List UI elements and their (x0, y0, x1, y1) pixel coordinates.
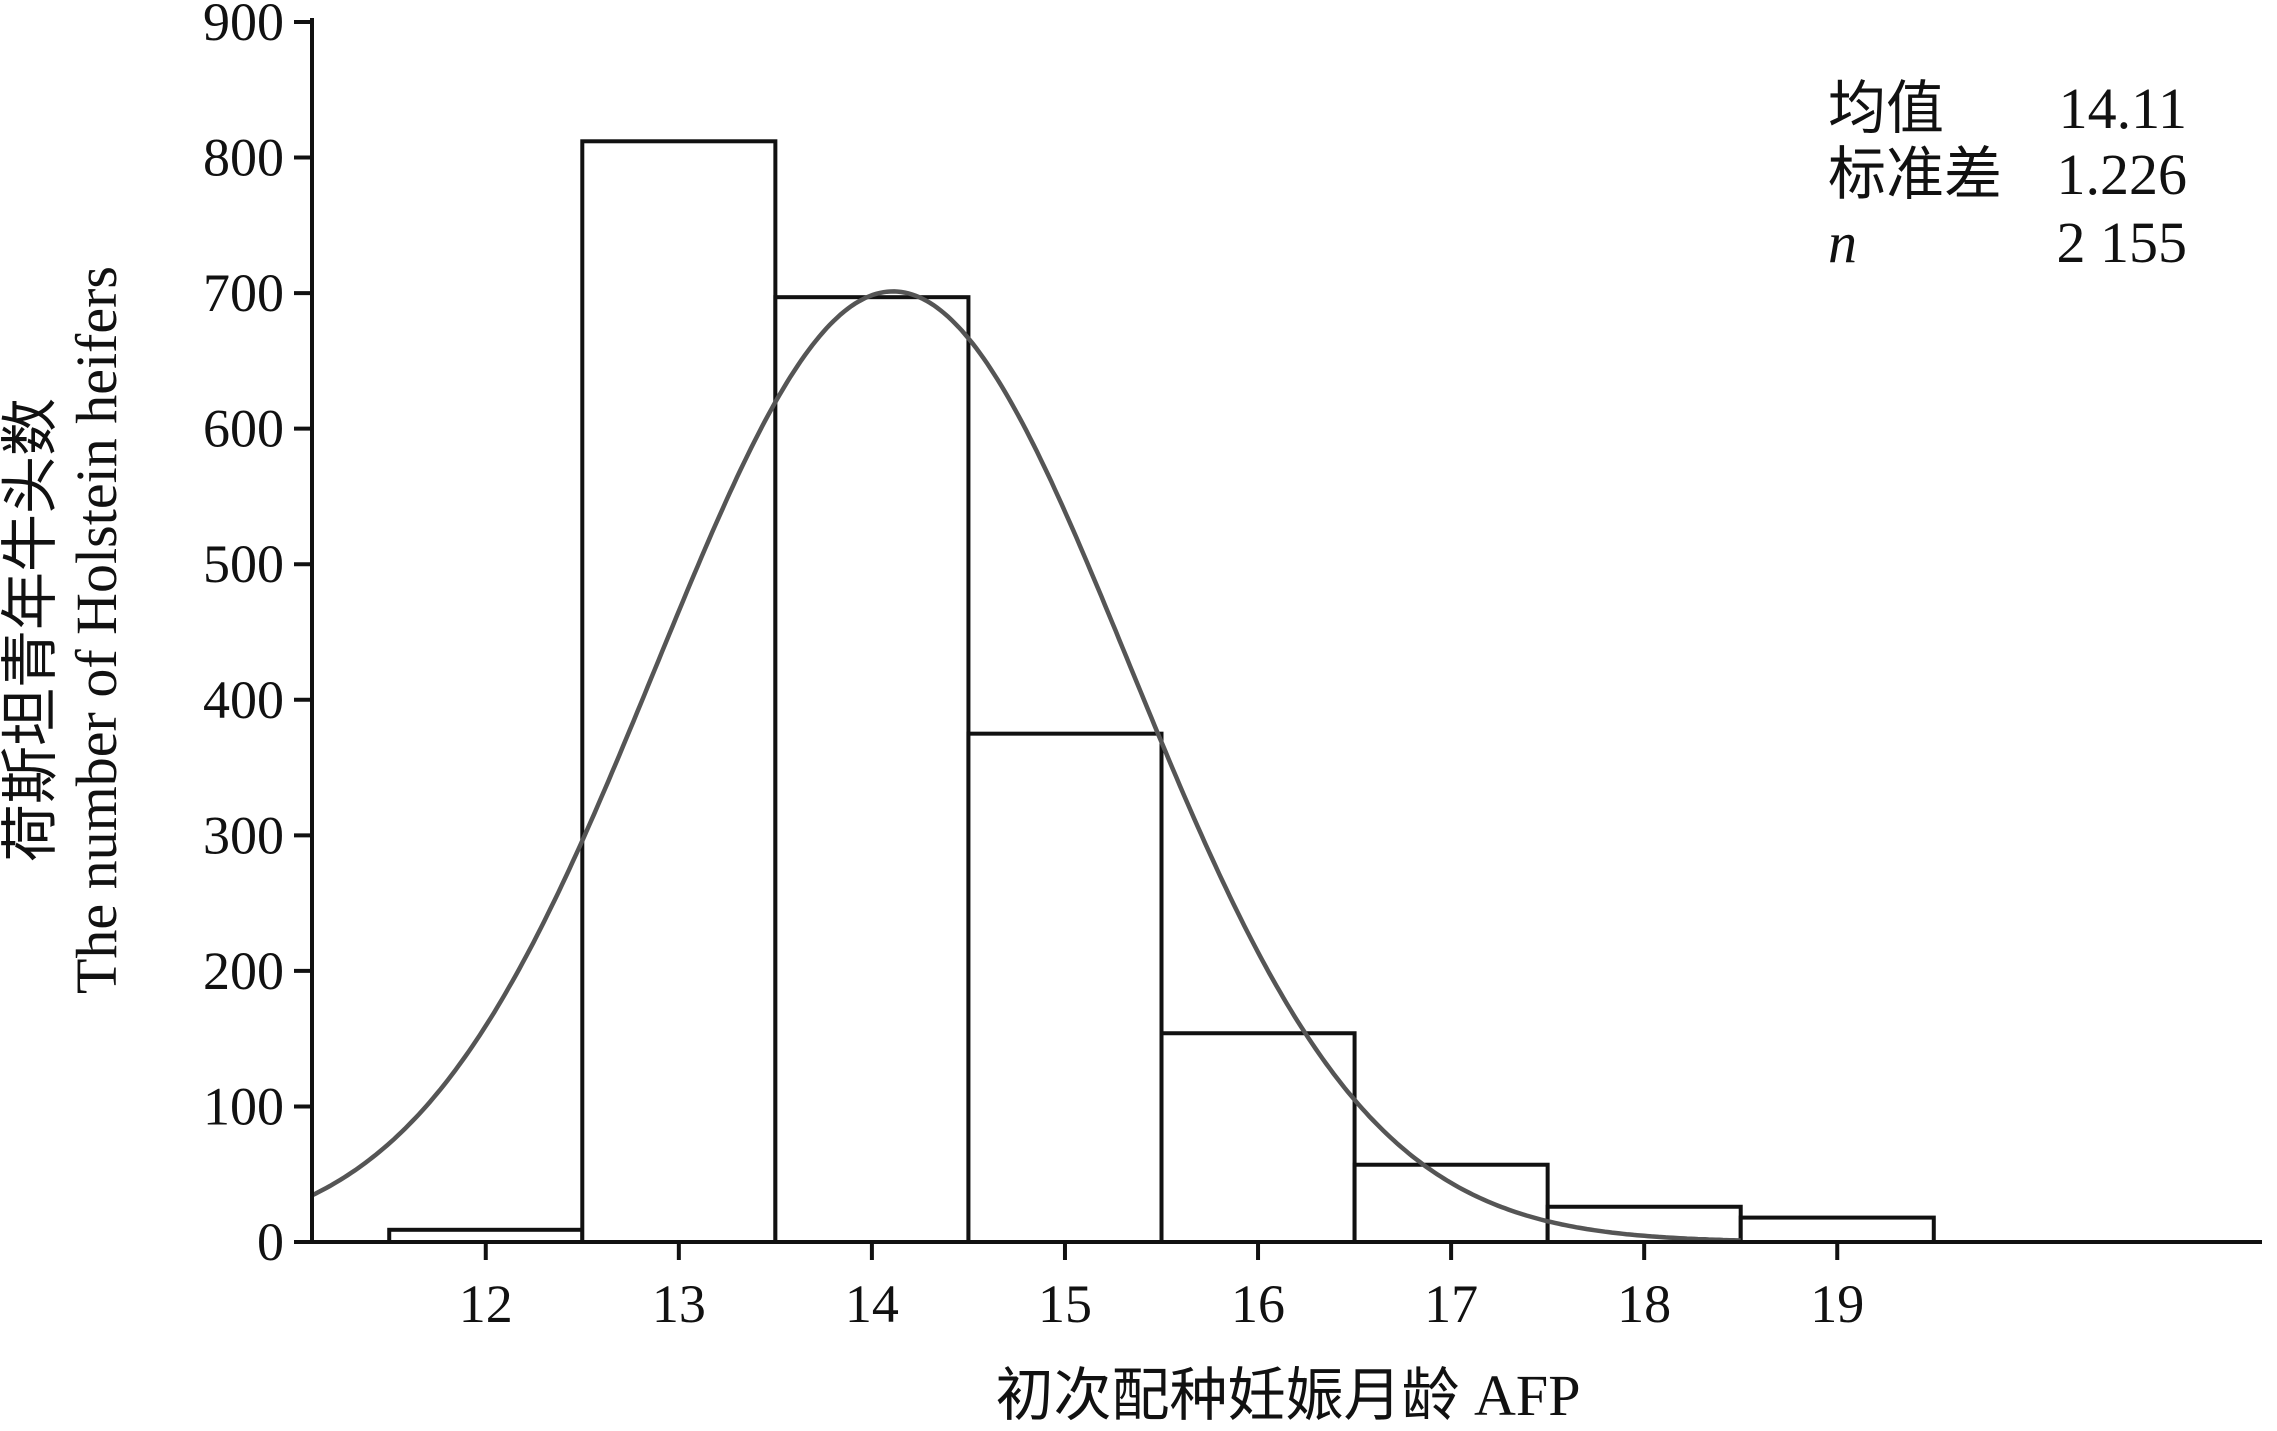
stats-mean-label: 均值 (1828, 76, 1944, 141)
x-tick-label: 14 (845, 1274, 899, 1334)
normal-distribution-curve (311, 289, 1741, 1243)
y-tick-label: 700 (203, 263, 284, 323)
y-axis-title: 荷斯坦青年牛头数 The number of Holstein heifers (0, 266, 129, 994)
y-axis-ticks: 0 100 200 300 400 500 600 700 800 900 (203, 0, 312, 1272)
x-axis-title: 初次配种妊娠月龄 AFP (996, 1363, 1581, 1428)
stats-sd-label: 标准差 (1828, 142, 2002, 207)
y-tick-label: 100 (203, 1076, 284, 1136)
y-tick-label: 800 (203, 128, 284, 188)
y-tick-label: 200 (203, 941, 284, 1001)
histogram-bar (966, 731, 1164, 1245)
stats-n-label: n (1828, 210, 1857, 275)
y-tick-label: 400 (203, 670, 284, 730)
y-tick-label: 900 (203, 0, 284, 52)
stats-n-value: 2 155 (2057, 210, 2188, 275)
x-tick-label: 15 (1038, 1274, 1092, 1334)
y-tick-label: 600 (203, 399, 284, 459)
histogram-bar (1738, 1215, 1936, 1244)
x-tick-label: 16 (1231, 1274, 1285, 1334)
x-tick-label: 17 (1424, 1274, 1478, 1334)
y-tick-label: 500 (203, 534, 284, 594)
stats-box: 均值 14.11 标准差 1.226 n 2 155 (1828, 76, 2187, 275)
histogram-bar (580, 139, 778, 1244)
y-axis-title-chinese: 荷斯坦青年牛头数 (0, 398, 63, 862)
x-tick-label: 18 (1617, 1274, 1671, 1334)
y-tick-label: 0 (257, 1212, 284, 1272)
x-axis-ticks: 12 13 14 15 16 17 18 19 (459, 1242, 1864, 1334)
stats-sd-value: 1.226 (2057, 142, 2188, 207)
stats-mean-value: 14.11 (2059, 76, 2187, 141)
y-axis-title-english: The number of Holstein heifers (64, 266, 129, 994)
histogram-bar (1352, 1162, 1550, 1244)
histogram-bars (387, 139, 1936, 1245)
x-tick-label: 13 (652, 1274, 706, 1334)
x-tick-label: 19 (1810, 1274, 1864, 1334)
y-tick-label: 300 (203, 805, 284, 865)
x-tick-label: 12 (459, 1274, 513, 1334)
histogram-bar (1159, 1031, 1357, 1244)
histogram-bar (773, 295, 971, 1244)
